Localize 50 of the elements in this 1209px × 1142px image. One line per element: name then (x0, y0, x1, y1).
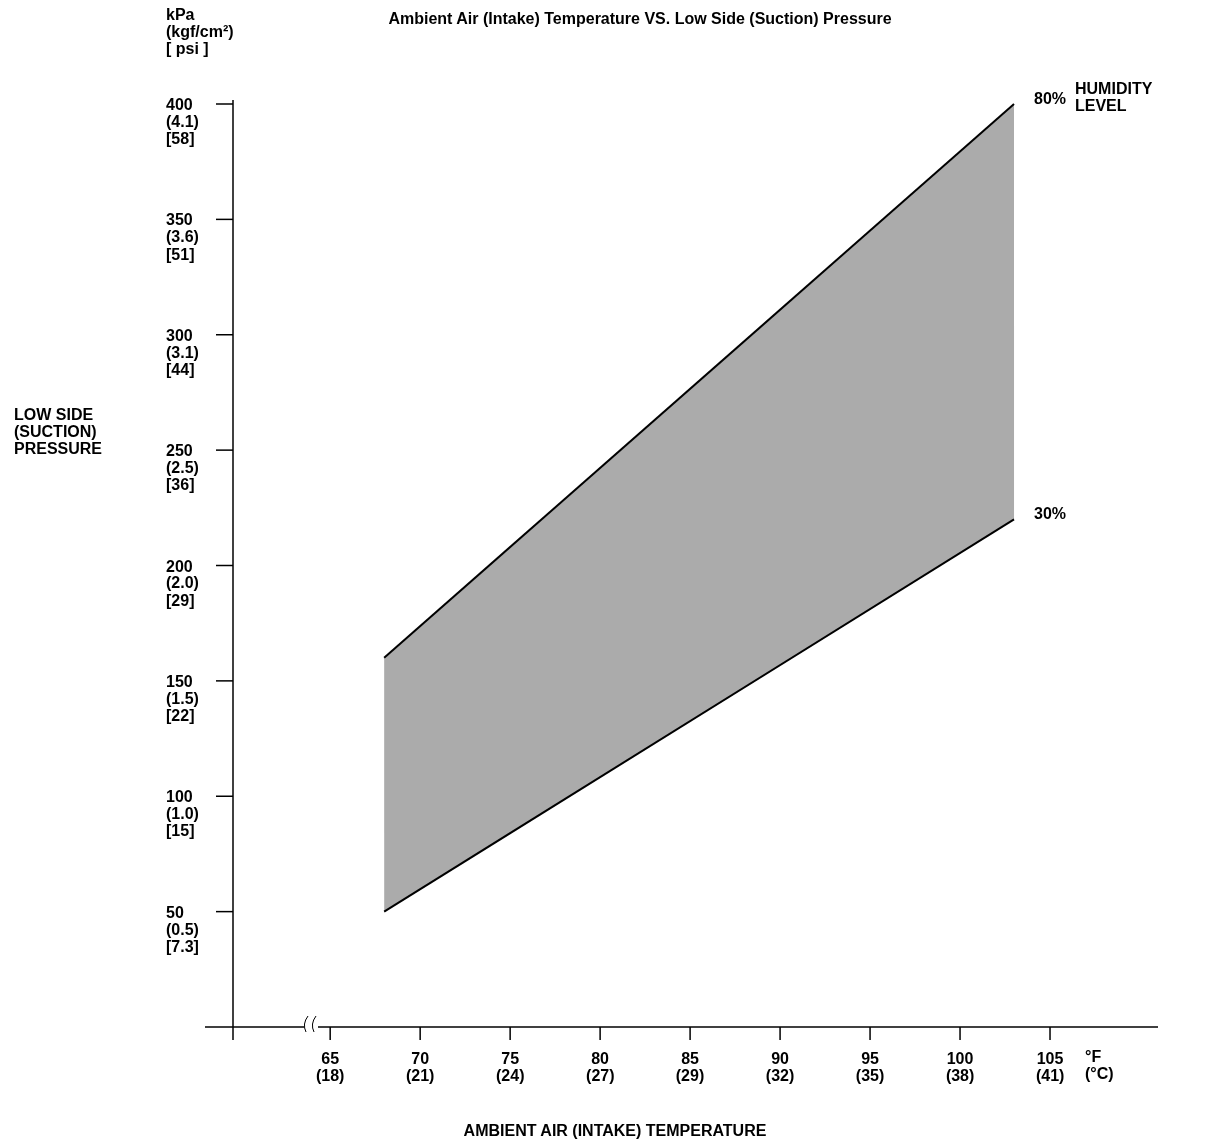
x-tick-label: 105 (1036, 1050, 1064, 1067)
x2-tick-label: (29) (675, 1067, 705, 1084)
y3-tick-label: [22] (166, 706, 195, 724)
x2-tick-label: (35) (855, 1067, 885, 1084)
y3-tick-label: [15] (166, 822, 195, 840)
x-tick-label: 90 (771, 1050, 790, 1067)
y-tick-label: 400 (166, 96, 193, 113)
y2-tick-label: (2.0) (166, 574, 199, 592)
y2-tick-label: (0.5) (166, 920, 199, 938)
x-tick-label: 85 (681, 1050, 700, 1067)
x-tick-label: 65 (321, 1050, 340, 1067)
x2-tick-label: (21) (405, 1067, 435, 1084)
y2-tick-label: (1.5) (166, 689, 199, 707)
y-tick-label: 200 (166, 557, 193, 575)
x-axis-title: AMBIENT AIR (INTAKE) TEMPERATURE (463, 1122, 767, 1139)
x2-tick-label: (41) (1035, 1067, 1065, 1084)
series-label: 80% (1034, 90, 1067, 107)
chart-title: Ambient Air (Intake) Temperature VS. Low Side (Suction) Pressure (388, 10, 892, 27)
y3-tick-label: [51] (166, 245, 195, 263)
x2-tick-label: (32) (765, 1067, 795, 1084)
legend-title: HUMIDITY LEVEL (1075, 80, 1153, 114)
x-tick-label: 70 (411, 1050, 430, 1067)
x-tick-label: 75 (501, 1050, 520, 1067)
y3-tick-label: [44] (166, 360, 195, 378)
text: °F (°C) (1085, 1048, 1114, 1082)
y3-tick-label: [58] (166, 130, 195, 148)
y2-tick-label: (3.6) (166, 228, 199, 246)
x-tick-label: 80 (591, 1050, 610, 1067)
y3-tick-label: [7.3] (166, 937, 199, 955)
x2-tick-label: (24) (496, 1067, 525, 1084)
y2-tick-label: (3.1) (166, 343, 199, 361)
x2-tick-label: (27) (586, 1067, 615, 1084)
x2-tick-label: (18) (315, 1067, 345, 1084)
y-tick-label: 50 (166, 903, 184, 921)
y2-tick-label: (4.1) (166, 112, 199, 130)
x-tick-label: 95 (861, 1050, 880, 1067)
y2-tick-label: (1.0) (166, 805, 199, 823)
y-tick-label: 350 (166, 211, 193, 229)
y3-tick-label: [29] (166, 591, 195, 609)
y-tick-label: 250 (166, 442, 193, 460)
series-label: 30% (1034, 505, 1067, 523)
x-tick-label: 100 (946, 1050, 974, 1067)
y2-tick-label: (2.5) (166, 458, 199, 476)
x2-tick-label: (38) (945, 1067, 975, 1084)
y-tick-label: 150 (166, 672, 193, 690)
y-tick-label: 300 (166, 326, 193, 344)
y-axis-title: LOW SIDE (SUCTION) PRESSURE (14, 406, 103, 457)
y-tick-label: 100 (166, 788, 193, 806)
y3-tick-label: [36] (166, 476, 195, 494)
text: kPa (kgf/cm²) [ psi ] (166, 6, 234, 57)
